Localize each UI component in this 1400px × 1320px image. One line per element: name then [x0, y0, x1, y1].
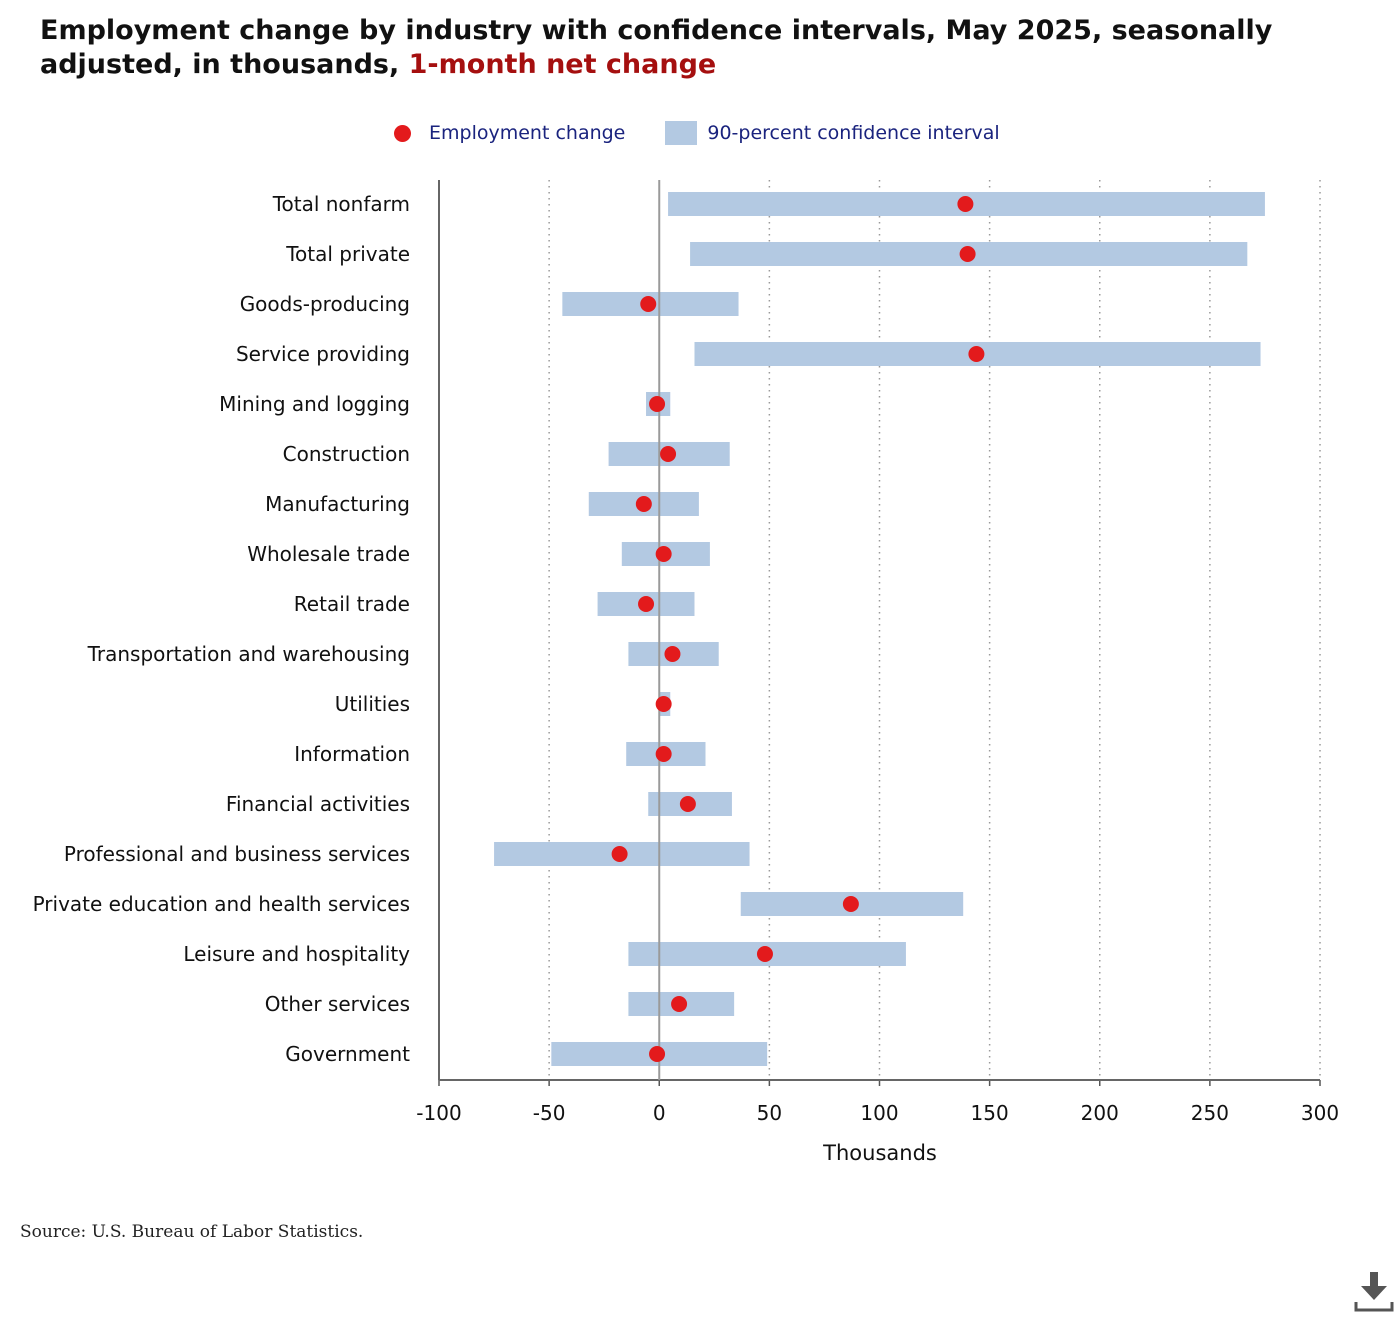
category-label: Information [294, 742, 410, 766]
chart-title-highlight: 1-month net change [408, 49, 717, 80]
employment-change-point [959, 246, 976, 262]
category-label: Leisure and hospitality [183, 942, 410, 966]
employment-change-point [679, 796, 696, 812]
category-label: Total private [285, 242, 410, 266]
employment-change-point [957, 196, 974, 212]
grid-lines [548, 180, 1321, 1080]
source-note: Source: U.S. Bureau of Labor Statistics. [20, 1222, 364, 1242]
x-tick-label: 50 [757, 1101, 782, 1125]
category-label: Mining and logging [219, 392, 410, 416]
x-tick-label: 0 [653, 1101, 666, 1125]
x-tick-label: 150 [971, 1101, 1009, 1125]
employment-change-point [635, 496, 652, 512]
employment-change-point [640, 296, 657, 312]
x-tick-label: 100 [860, 1101, 898, 1125]
x-tick-labels: -100 -50 0 50 100 150 200 250 300 [416, 1101, 1339, 1125]
employment-change-point [664, 646, 681, 662]
x-tick-label: 250 [1191, 1101, 1229, 1125]
category-label: Manufacturing [265, 492, 410, 516]
download-button[interactable] [1352, 1270, 1396, 1314]
employment-change-point [671, 996, 688, 1012]
legend: Employment change 90-percent confidence … [394, 118, 1040, 148]
chart-plot: Total nonfarm Total private Goods-producin… [33, 180, 1339, 1165]
employment-change-point [611, 846, 628, 862]
category-label: Total nonfarm [272, 192, 410, 216]
download-icon [1354, 1272, 1394, 1312]
legend-interval-label: 90-percent confidence interval [707, 122, 1000, 144]
category-label: Retail trade [294, 592, 410, 616]
x-tick-label: -50 [533, 1101, 566, 1125]
employment-change-point [756, 946, 773, 962]
employment-change-point [649, 396, 666, 412]
chart-title: Employment change by industry with confi… [40, 14, 1360, 82]
employment-change-point [655, 696, 672, 712]
category-label: Construction [283, 442, 410, 466]
axes [438, 180, 1321, 1086]
category-label: Other services [265, 992, 410, 1016]
confidence-interval-bars [494, 192, 1265, 1066]
x-tick-label: 200 [1081, 1101, 1119, 1125]
legend-item-employment-change[interactable]: Employment change [394, 122, 625, 144]
x-tick-label: -100 [416, 1101, 461, 1125]
legend-item-confidence-interval[interactable]: 90-percent confidence interval [665, 121, 1000, 145]
chart-title-main: Employment change by industry with confi… [40, 15, 1273, 80]
x-axis-label: Thousands [822, 1141, 937, 1165]
employment-change-point [655, 746, 672, 762]
legend-interval-swatch [665, 121, 698, 145]
category-label: Wholesale trade [247, 542, 410, 566]
category-label: Government [285, 1042, 410, 1066]
category-label: Private education and health services [33, 892, 410, 916]
category-labels: Total nonfarm Total private Goods-producin… [33, 192, 411, 1066]
employment-change-point [968, 346, 985, 362]
category-label: Financial activities [226, 792, 410, 816]
legend-point-swatch [394, 124, 411, 142]
employment-change-point [638, 596, 655, 612]
category-label: Utilities [335, 692, 410, 716]
employment-change-point [649, 1046, 666, 1062]
category-label: Goods-producing [240, 292, 410, 316]
category-label: Transportation and warehousing [87, 642, 410, 666]
x-tick-label: 300 [1301, 1101, 1339, 1125]
legend-point-label: Employment change [429, 122, 626, 144]
category-label: Service providing [236, 342, 410, 366]
category-label: Professional and business services [64, 842, 410, 866]
employment-change-point [660, 446, 677, 462]
employment-change-point [655, 546, 672, 562]
employment-change-point [842, 896, 859, 912]
employment-change-points [611, 196, 985, 1062]
